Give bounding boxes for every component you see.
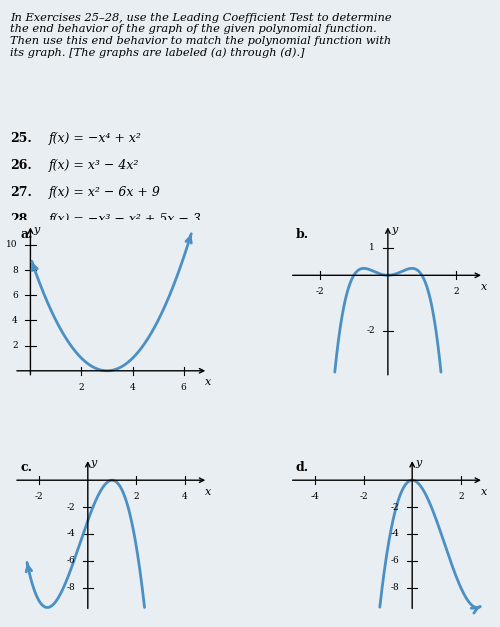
Text: c.: c. (20, 461, 32, 475)
Text: In Exercises 25–28, use the Leading Coefficient Test to determine
the end behavi: In Exercises 25–28, use the Leading Coef… (10, 13, 392, 58)
Text: -8: -8 (390, 583, 400, 592)
Text: 2: 2 (134, 492, 140, 502)
Text: d.: d. (296, 461, 309, 475)
Text: -8: -8 (66, 583, 75, 592)
Text: -4: -4 (310, 492, 320, 502)
Text: 6: 6 (12, 291, 18, 300)
Text: f(x) = −x³ − x² + 5x − 3: f(x) = −x³ − x² + 5x − 3 (48, 213, 202, 226)
Text: 2: 2 (453, 287, 459, 297)
Text: 2: 2 (78, 383, 84, 392)
Text: x: x (480, 282, 487, 292)
Text: x: x (205, 377, 212, 387)
Text: 2: 2 (12, 341, 18, 350)
Text: f(x) = x³ − 4x²: f(x) = x³ − 4x² (48, 159, 139, 172)
Text: b.: b. (296, 228, 309, 241)
Text: -4: -4 (66, 529, 75, 539)
Text: 27.: 27. (10, 186, 32, 199)
Text: -2: -2 (359, 492, 368, 502)
Text: 6: 6 (180, 383, 186, 392)
Text: 4: 4 (12, 316, 18, 325)
Text: -2: -2 (366, 327, 375, 335)
Text: -2: -2 (316, 287, 324, 297)
Text: x: x (205, 487, 212, 497)
Text: -4: -4 (390, 529, 400, 539)
Text: 2: 2 (458, 492, 464, 502)
Text: x: x (480, 487, 487, 497)
Text: 26.: 26. (10, 159, 32, 172)
Text: y: y (34, 224, 40, 234)
Text: 4: 4 (182, 492, 188, 502)
Text: -2: -2 (35, 492, 43, 502)
Text: y: y (391, 224, 397, 234)
Text: y: y (416, 458, 422, 468)
Text: y: y (91, 458, 97, 468)
Text: 28.: 28. (10, 213, 32, 226)
Text: -2: -2 (391, 503, 400, 512)
Text: 1: 1 (370, 243, 375, 252)
Text: 4: 4 (130, 383, 136, 392)
Text: 25.: 25. (10, 132, 32, 145)
Text: -2: -2 (66, 503, 75, 512)
Text: 10: 10 (6, 240, 18, 250)
Text: f(x) = −x⁴ + x²: f(x) = −x⁴ + x² (48, 132, 142, 145)
Text: a.: a. (20, 228, 32, 241)
Text: -6: -6 (390, 556, 400, 566)
Text: f(x) = x² − 6x + 9: f(x) = x² − 6x + 9 (48, 186, 160, 199)
Text: 8: 8 (12, 266, 18, 275)
Text: -6: -6 (66, 556, 75, 566)
